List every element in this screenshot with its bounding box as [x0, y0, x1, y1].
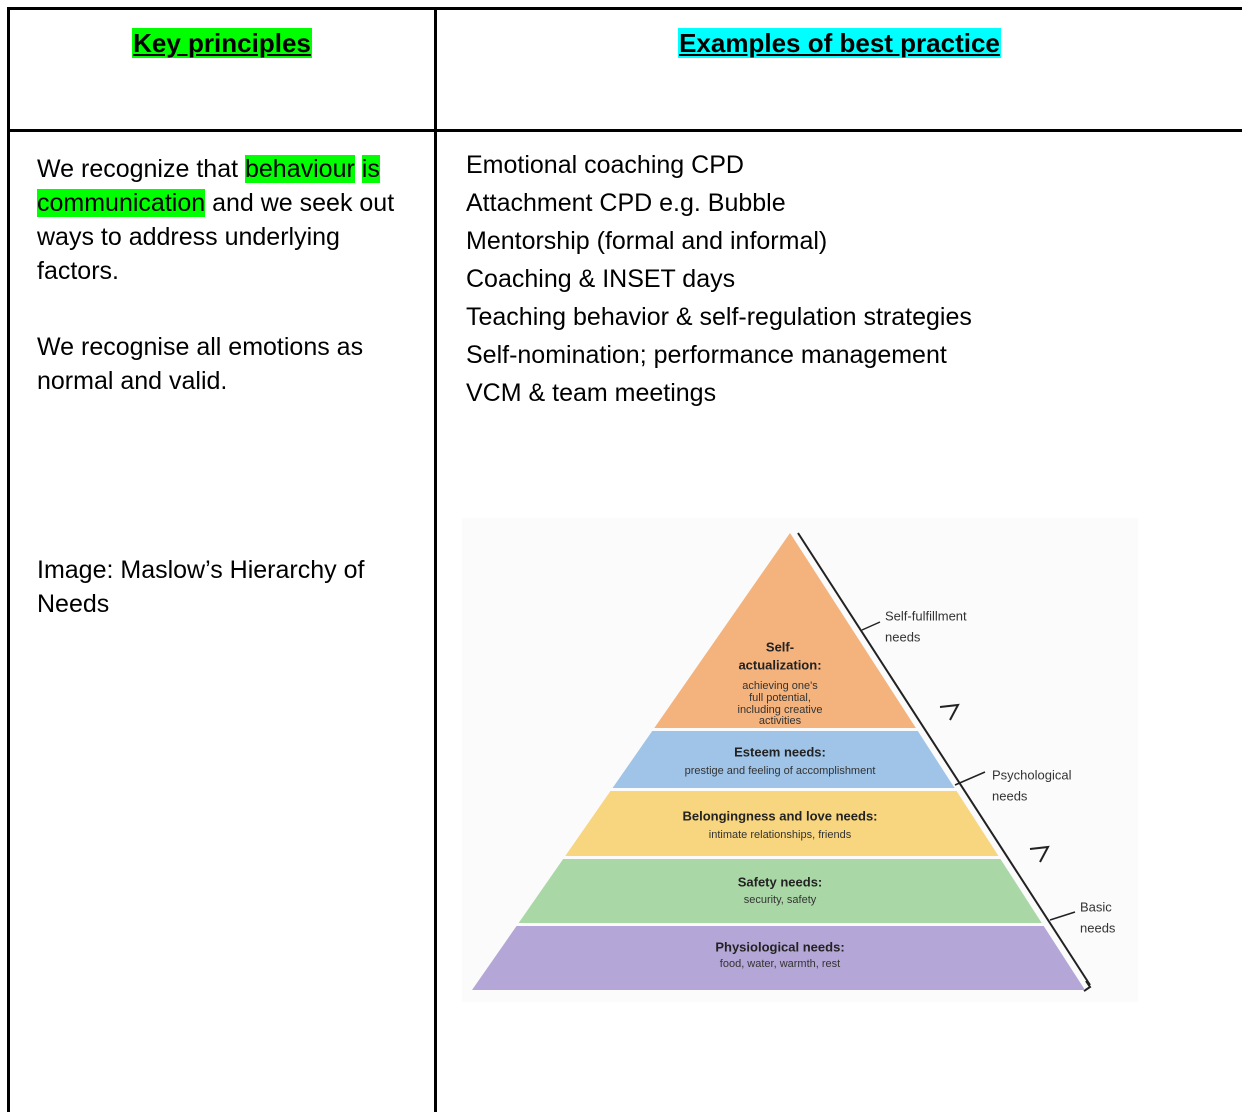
level-description: achieving one's: [742, 680, 818, 692]
list-item: VCM & team meetings: [466, 379, 717, 407]
pyramid-level: [654, 533, 916, 728]
brace-tick: [861, 621, 1076, 921]
level-description: prestige and feeling of accomplishment: [685, 765, 876, 777]
table-border: [7, 7, 10, 1112]
level-title: Esteem needs:: [734, 744, 826, 759]
text-line: Image: Maslow’s Hierarchy of: [37, 556, 365, 584]
level-description: food, water, warmth, rest: [720, 958, 840, 970]
level-description: full potential,: [749, 692, 811, 704]
table-border: [7, 7, 1242, 10]
highlight: communication: [37, 189, 206, 217]
level-title: Physiological needs:: [715, 939, 844, 954]
group-label: needs: [992, 788, 1028, 803]
brace-notch: [939, 703, 1050, 863]
header: Examples of best practice: [678, 28, 1001, 58]
table-border: [7, 129, 1242, 132]
brace: [797, 532, 1092, 992]
level-title: Self-: [766, 639, 794, 654]
highlight: is: [361, 155, 380, 183]
text: and we seek out ways to address underlyi…: [37, 189, 395, 285]
list: Emotional coaching CPD Attachment CPD e.g…: [466, 146, 972, 412]
level-title: Safety needs:: [738, 874, 823, 889]
paragraph: We recognise all emotions as normal and …: [37, 333, 364, 395]
group-label: needs: [885, 629, 921, 644]
header-cell: Key principles: [10, 28, 434, 59]
header: Key principles: [132, 28, 312, 58]
list-item: Coaching & INSET days: [466, 265, 736, 293]
level-description: security, safety: [744, 894, 817, 906]
list-item: Teaching behavior & self-regulation stra…: [466, 303, 972, 331]
level-title: Belongingness and love needs:: [682, 808, 877, 823]
list-item: Self-nomination; performance management: [466, 341, 947, 369]
group-label: Psychological: [992, 767, 1072, 782]
group-label: Self-fulfillment: [885, 608, 967, 623]
list-item: Mentorship (formal and informal): [466, 227, 828, 255]
highlight: behaviour: [245, 155, 355, 183]
level-description: intimate relationships, friends: [709, 829, 852, 841]
pyramid-level: [565, 791, 999, 856]
pyramid-level: [518, 859, 1042, 923]
text-line: Needs: [37, 590, 110, 618]
level-description: including creative: [738, 704, 823, 716]
level-title: actualization:: [738, 657, 821, 672]
paragraph: We recognize that behaviour is communica…: [37, 152, 422, 288]
pyramid-level: [472, 926, 1085, 990]
pyramid-level: [612, 731, 955, 788]
paragraph: Image: Maslow’s Hierarchy of Needs: [37, 553, 422, 621]
group-label: Basic: [1080, 899, 1112, 914]
table-border: [434, 7, 437, 1112]
list-item: Attachment CPD e.g. Bubble: [466, 189, 786, 217]
group-label: needs: [1080, 920, 1116, 935]
text: We recognize that: [37, 155, 239, 183]
level-description: activities: [759, 715, 802, 727]
header-cell: Examples of best practice: [437, 28, 1242, 59]
list-item: Emotional coaching CPD: [466, 151, 744, 179]
